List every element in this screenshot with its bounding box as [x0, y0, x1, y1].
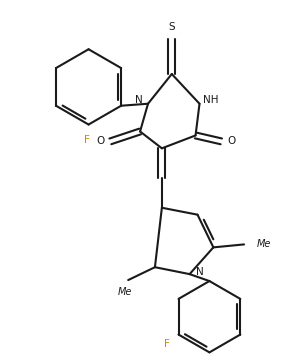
- Text: Me: Me: [118, 287, 132, 297]
- Text: O: O: [227, 136, 235, 146]
- Text: O: O: [96, 136, 104, 146]
- Text: F: F: [164, 339, 170, 350]
- Text: F: F: [84, 135, 89, 146]
- Text: N: N: [196, 267, 203, 277]
- Text: Me: Me: [257, 240, 271, 249]
- Text: N: N: [135, 95, 143, 105]
- Text: NH: NH: [203, 95, 218, 105]
- Text: S: S: [168, 23, 175, 32]
